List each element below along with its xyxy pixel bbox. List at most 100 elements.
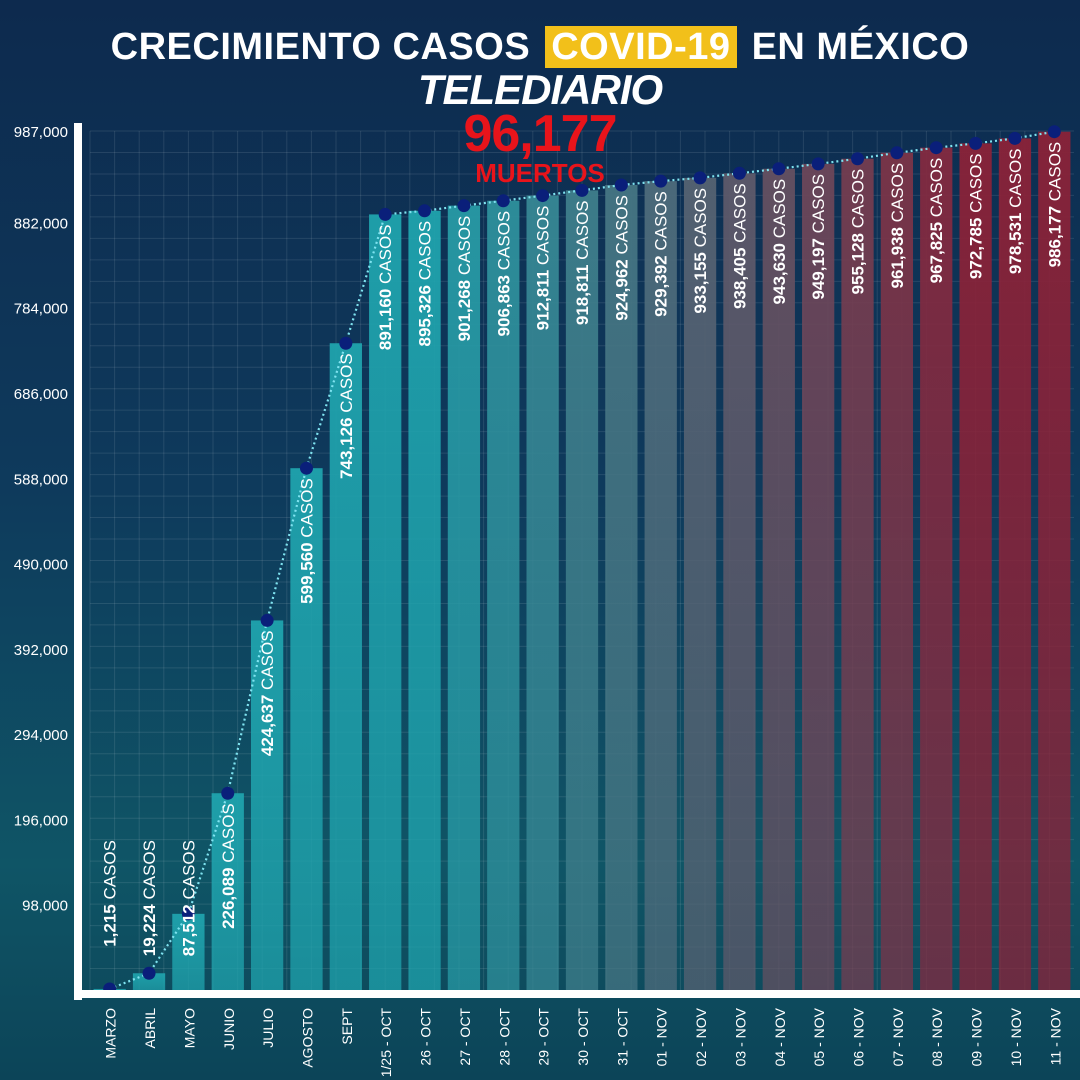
bar-17 [723,173,756,990]
value-label-9: 895,326 CASOS [416,221,435,347]
data-point-11 [496,194,510,208]
bar-18 [762,168,795,990]
bar-20 [841,158,874,990]
x-tick-label-6: AGOSTO [299,1008,315,1068]
x-tick-label-13: 30 - OCT [575,1008,591,1066]
data-point-3 [181,907,195,921]
title-after: EN MÉXICO [751,26,970,68]
bar-22 [920,147,953,990]
chart-title: CRECIMIENTO CASOS COVID-19 EN MÉXICO [0,26,1080,69]
data-point-15 [654,174,668,188]
bar-11 [487,200,520,990]
x-tick-label-11: 28 - OCT [496,1008,512,1066]
x-tick-label-15: 01 - NOV [654,1007,670,1066]
value-label-13: 918,811 CASOS [573,200,592,325]
value-label-10: 901,268 CASOS [455,216,474,342]
data-point-4 [221,786,235,800]
value-label-19: 949,197 CASOS [809,174,828,300]
bar-23 [959,143,992,990]
value-label-11: 906,863 CASOS [494,211,513,337]
brand-logo: TELEDIARIO [417,66,663,113]
y-tick-label-6: 588,000 [14,471,68,488]
data-point-6 [299,461,313,475]
value-label-4: 226,089 CASOS [219,803,238,929]
deaths-label: MUERTOS [475,158,605,188]
data-point-8 [378,207,392,221]
data-point-14 [614,178,628,192]
x-tick-label-21: 07 - NOV [890,1007,906,1066]
value-label-5: 424,637 CASOS [258,630,277,756]
deaths-count: 96,177 [463,105,617,163]
chart-header: CRECIMIENTO CASOS COVID-19 EN MÉXICO TEL… [0,0,1080,120]
value-label-2: 19,224 CASOS [140,840,159,956]
x-tick-label-12: 29 - OCT [536,1008,552,1066]
value-label-7: 743,126 CASOS [337,353,356,479]
data-point-5 [260,613,274,627]
data-point-18 [772,162,786,176]
value-label-23: 972,785 CASOS [967,153,986,279]
y-tick-label-3: 294,000 [14,727,68,744]
title-highlight: COVID-19 [545,26,737,68]
data-point-19 [811,157,825,171]
x-tick-label-24: 10 - NOV [1008,1007,1024,1066]
data-point-13 [575,183,589,197]
x-tick-label-8: 1/25 - OCT [378,1008,394,1078]
value-label-6: 599,560 CASOS [297,478,316,604]
bar-25 [1038,131,1071,991]
data-point-24 [1008,131,1022,145]
bar-2 [132,973,166,990]
x-tick-label-7: SEPT [339,1008,355,1045]
bar-5 [250,620,284,990]
data-point-7 [339,336,353,350]
y-tick-label-5: 490,000 [14,557,68,574]
y-axis [74,123,82,1000]
x-tick-label-22: 08 - NOV [929,1007,945,1066]
data-point-17 [732,166,746,180]
x-tick-label-20: 06 - NOV [851,1007,867,1066]
bar-14 [605,184,638,990]
bar-10 [447,205,481,990]
bar-9 [408,210,441,991]
data-point-25 [1047,125,1061,139]
x-tick-label-14: 31 - OCT [614,1008,630,1066]
x-tick-label-17: 03 - NOV [732,1007,748,1066]
x-tick-label-1: MARZO [103,1008,119,1059]
bar-13 [565,190,599,991]
x-axis [74,990,1080,998]
value-label-16: 933,155 CASOS [691,188,710,314]
title-before: CRECIMIENTO CASOS [110,26,531,68]
x-tick-label-19: 05 - NOV [811,1007,827,1066]
bar-6 [290,468,323,991]
value-label-8: 891,160 CASOS [376,224,395,350]
data-point-9 [418,204,432,218]
x-tick-label-23: 09 - NOV [969,1007,985,1066]
value-label-15: 929,392 CASOS [652,191,671,317]
x-tick-label-5: JULIO [260,1008,276,1048]
x-tick-label-4: JUNIO [221,1008,237,1050]
y-tick-label-4: 392,000 [14,642,68,659]
y-tick-label-8: 784,000 [14,301,68,318]
bar-24 [998,138,1032,990]
data-point-10 [457,199,471,213]
data-point-22 [929,141,943,155]
value-label-25: 986,177 CASOS [1045,142,1064,268]
data-point-12 [536,189,550,203]
bar-12 [526,195,559,990]
bar-21 [880,152,914,990]
value-label-1: 1,215 CASOS [101,840,120,947]
y-tick-label-7: 686,000 [14,386,68,403]
data-point-23 [969,136,983,150]
value-label-14: 924,962 CASOS [612,195,631,321]
value-label-18: 943,630 CASOS [770,179,789,305]
bar-19 [802,163,835,990]
value-label-22: 967,825 CASOS [927,158,946,284]
value-label-17: 938,405 CASOS [730,183,749,309]
bar-8 [369,214,402,991]
value-label-20: 955,128 CASOS [849,169,868,295]
y-tick-label-9: 882,000 [14,215,68,232]
bar-15 [644,181,677,990]
bar-16 [683,177,717,990]
value-label-24: 978,531 CASOS [1006,148,1025,274]
data-point-20 [851,152,865,166]
